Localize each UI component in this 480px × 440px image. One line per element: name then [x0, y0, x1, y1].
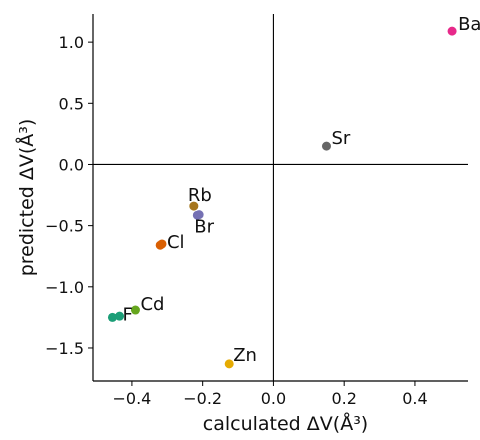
data-point-f [107, 312, 117, 322]
y-axis-label: predicted ΔV(Å³) [15, 119, 38, 277]
x-tick-label: 0.4 [402, 389, 427, 408]
x-axis-label: calculated ΔV(Å³) [203, 412, 368, 435]
data-point-br [194, 210, 204, 220]
x-tick-label: −0.4 [112, 389, 151, 408]
x-tick-label: 0.2 [331, 389, 356, 408]
points-layer [107, 26, 457, 369]
data-point [115, 311, 125, 321]
point-label-cd: Cd [140, 294, 164, 315]
axes-layer: −0.4 −0.2 0.0 0.2 0.4 −1.5 −1.0 −0.5 0.0 0.5 1.0 ca… [15, 14, 468, 435]
labels-layer: Ba Sr Rb Br Cl Cd F Zn [122, 14, 480, 366]
data-point-rb [189, 201, 199, 211]
data-point-cd [130, 305, 140, 315]
point-label-zn: Zn [233, 345, 257, 366]
x-tick-label: 0.0 [261, 389, 286, 408]
point-label-br: Br [194, 217, 214, 238]
y-tick-label: −0.5 [45, 217, 84, 236]
data-point-zn [224, 359, 234, 369]
point-label-rb: Rb [188, 185, 212, 206]
y-tick-label: −1.0 [45, 278, 84, 297]
x-tick-label: −0.2 [183, 389, 222, 408]
y-tick-label: 0.0 [59, 155, 84, 174]
data-point-ba [447, 26, 457, 36]
y-tick-label: 1.0 [59, 33, 84, 52]
point-label-f: F [122, 304, 132, 325]
point-label-sr: Sr [331, 128, 350, 149]
data-point-sr [321, 141, 331, 151]
point-label-cl: Cl [167, 232, 185, 253]
y-tick-label: 0.5 [59, 94, 84, 113]
data-point-cl [157, 239, 167, 249]
point-label-ba: Ba [458, 14, 480, 35]
y-tick-label: −1.5 [45, 339, 84, 358]
